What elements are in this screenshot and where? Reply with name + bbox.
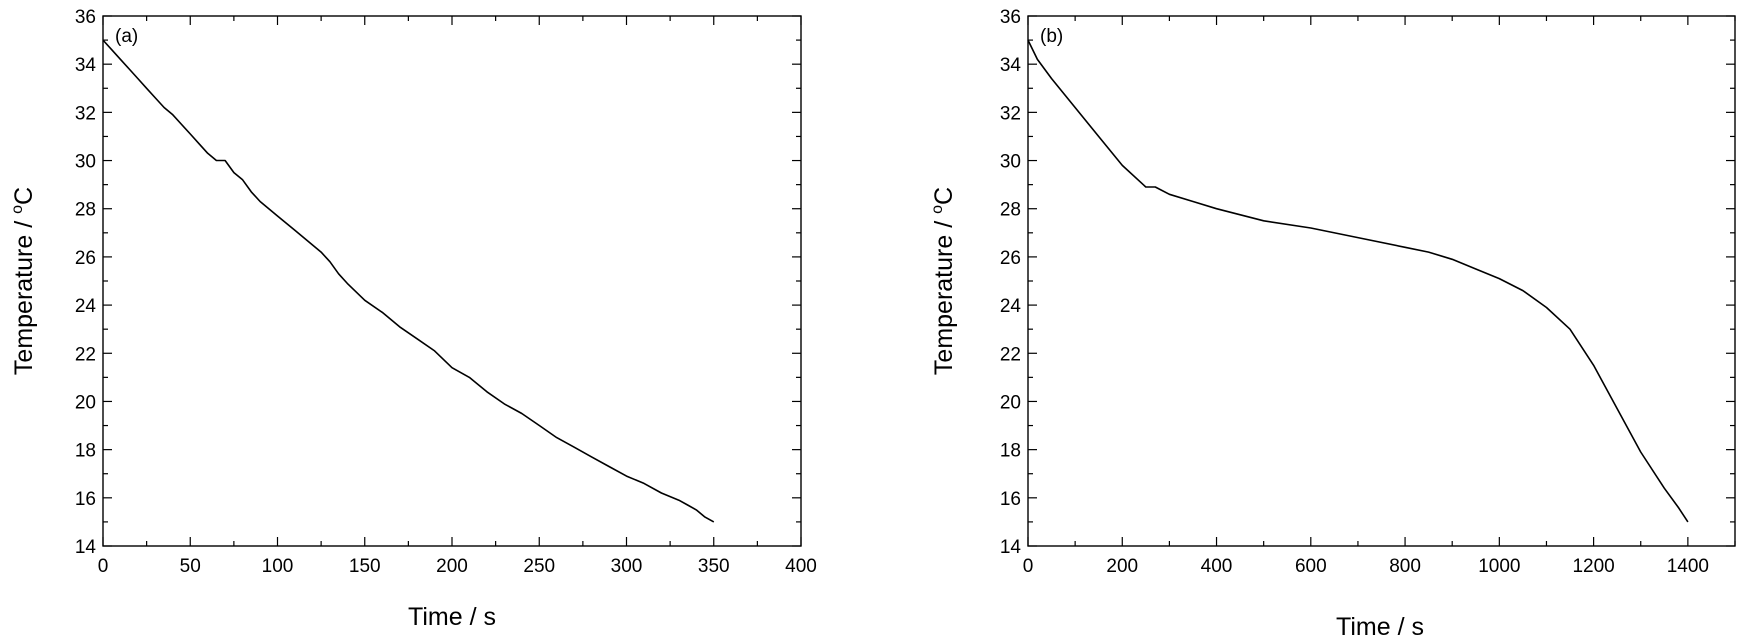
y-tick-label: 16 (75, 489, 96, 510)
x-tick-label: 1000 (1478, 556, 1520, 577)
x-tick-label: 0 (98, 556, 109, 577)
series-line-0 (1027, 39, 1689, 523)
x-tick-label: 600 (1295, 556, 1327, 577)
y-tick-label: 20 (75, 392, 96, 413)
x-tick-label: 400 (785, 556, 817, 577)
x-tick-label: 150 (349, 556, 381, 577)
x-tick-label: 200 (1106, 556, 1138, 577)
x-tick-label: 400 (1201, 556, 1233, 577)
x-tick-label: 50 (180, 556, 201, 577)
x-tick-label: 1200 (1572, 556, 1614, 577)
y-tick-label: 18 (1000, 441, 1021, 462)
y-tick-label: 20 (1000, 392, 1021, 413)
x-tick-label: 1400 (1667, 556, 1709, 577)
plot-frame (1027, 15, 1736, 547)
y-tick-label: 14 (1000, 537, 1022, 558)
x-axis-title: Time / s (408, 603, 496, 631)
y-tick-label: 26 (1000, 248, 1021, 269)
y-tick-label: 24 (1000, 296, 1022, 317)
x-tick-label: 200 (436, 556, 468, 577)
y-tick-label: 14 (75, 537, 97, 558)
y-tick-label: 30 (75, 152, 96, 173)
y-tick-label: 16 (1000, 489, 1021, 510)
chart-panel-b: 0 200 400 600 800 1000 1200 1400 14 16 18 20 22 24 26 2… (929, 7, 1736, 641)
x-tick-label: 0 (1023, 556, 1034, 577)
y-tick-label: 28 (75, 200, 96, 221)
x-tick-label: 350 (698, 556, 730, 577)
y-tick-label: 32 (75, 103, 96, 124)
panel-label: (a) (115, 26, 138, 47)
y-tick-label: 36 (75, 7, 96, 28)
y-axis-title: Temperature / oC (929, 187, 958, 375)
y-tick-label: 34 (1000, 55, 1022, 76)
y-tick-label: 18 (75, 441, 96, 462)
y-tick-label: 36 (1000, 7, 1021, 28)
x-tick-label: 300 (611, 556, 643, 577)
plot-frame (102, 15, 802, 547)
series-line-0 (102, 39, 715, 523)
x-axis-title: Time / s (1336, 613, 1424, 641)
panel-label: (b) (1040, 26, 1063, 47)
y-tick-label: 32 (1000, 103, 1021, 124)
x-tick-label: 250 (523, 556, 555, 577)
y-axis-title: Temperature / oC (9, 187, 38, 375)
x-tick-label: 100 (262, 556, 294, 577)
y-tick-label: 30 (1000, 152, 1021, 173)
x-tick-label: 800 (1389, 556, 1421, 577)
y-tick-label: 34 (75, 55, 97, 76)
y-tick-label: 24 (75, 296, 97, 317)
y-tick-label: 22 (75, 344, 96, 365)
y-tick-label: 26 (75, 248, 96, 269)
y-tick-label: 22 (1000, 344, 1021, 365)
y-tick-label: 28 (1000, 200, 1021, 221)
chart-panel-a: 0 50 100 150 200 250 300 350 400 14 16 18 20 22 24 26 28… (9, 7, 817, 631)
